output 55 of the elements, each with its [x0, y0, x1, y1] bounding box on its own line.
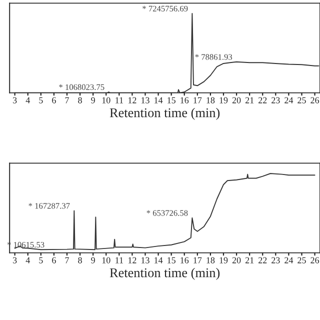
x-tick-label: 22	[258, 257, 267, 264]
x-tick-label: 15	[168, 257, 176, 264]
x-tick-label: 12	[128, 97, 136, 104]
x-tick-label: 5	[39, 257, 43, 264]
x-tick-label: 16	[180, 257, 189, 264]
x-tick-label: 23	[272, 97, 280, 104]
x-tick-label: 20	[232, 97, 241, 104]
x-tick-label: 24	[284, 257, 294, 264]
x-tick-label: 22	[258, 97, 267, 104]
x-tick-label: 9	[91, 97, 95, 104]
x-tick-label: 11	[116, 97, 123, 104]
x-tick-label: 3	[12, 257, 17, 264]
x-tick-label: 8	[78, 97, 82, 104]
x-tick-label: 24	[284, 97, 294, 104]
x-tick-label: 6	[52, 257, 56, 264]
x-tick-label: 12	[128, 257, 136, 264]
x-tick-label: 14	[154, 97, 163, 104]
x-tick-label: 21	[245, 257, 254, 264]
x-tick-label: 13	[142, 97, 150, 104]
x-tick-label: 5	[39, 97, 43, 104]
x-tick-label: 26	[310, 97, 320, 104]
x-tick-label: 16	[180, 97, 189, 104]
x-axis-title: Retention time (min)	[110, 108, 220, 120]
x-tick-label: 6	[52, 97, 56, 104]
x-tick-label: 15	[168, 97, 176, 104]
x-tick-label: 23	[272, 257, 280, 264]
x-tick-label: 8	[78, 257, 82, 264]
annotation: * 167287.37	[28, 203, 70, 209]
x-tick-label: 19	[220, 257, 228, 264]
x-tick-label: 20	[232, 257, 241, 264]
x-tick-label: 19	[220, 97, 228, 104]
x-tick-label: 26	[310, 257, 320, 264]
x-tick-label: 7	[65, 257, 69, 264]
annotation: * 78861.93	[195, 54, 232, 60]
annotation: * 653726.58	[146, 210, 188, 216]
annotation: * 1068023.75	[59, 84, 104, 90]
x-axis-title: Retention time (min)	[110, 268, 220, 280]
x-tick-label: 4	[26, 257, 30, 264]
x-tick-label: 11	[116, 257, 123, 264]
x-tick-label: 13	[142, 257, 150, 264]
x-tick-label: 18	[206, 257, 215, 264]
x-tick-label: 21	[245, 97, 254, 104]
x-tick-label: 10	[102, 97, 110, 104]
x-tick-label: 10	[102, 257, 110, 264]
x-tick-label: 9	[91, 257, 95, 264]
x-tick-label: 25	[298, 257, 306, 264]
x-tick-label: 25	[298, 97, 306, 104]
x-tick-label: 17	[194, 257, 202, 264]
x-tick-label: 3	[12, 97, 17, 104]
x-tick-label: 17	[194, 97, 202, 104]
x-tick-label: 18	[206, 97, 215, 104]
annotation: * 7245756.69	[142, 6, 188, 12]
x-tick-label: 4	[26, 97, 30, 104]
x-tick-label: 7	[65, 97, 69, 104]
x-tick-label: 14	[154, 257, 163, 264]
